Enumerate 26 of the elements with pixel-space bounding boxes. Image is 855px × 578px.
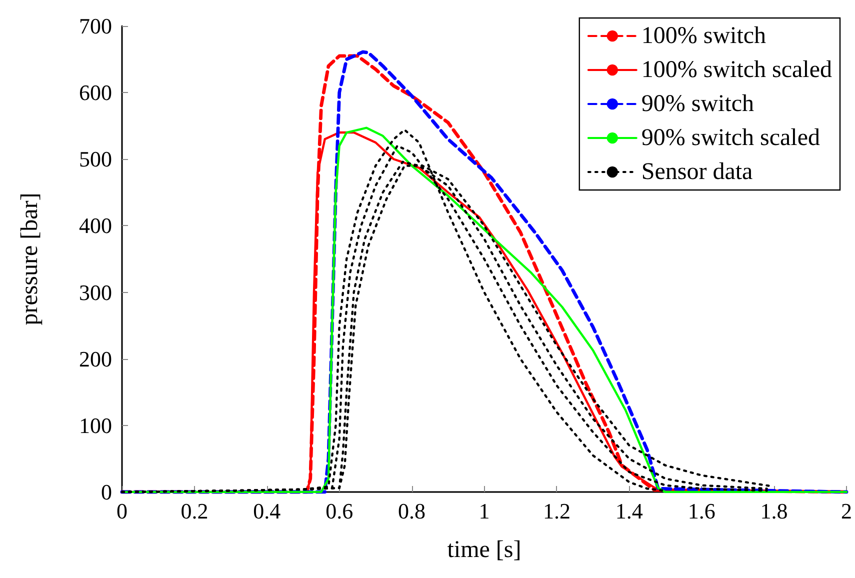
y-tick-label: 600 [79,80,112,106]
x-tick-label: 1.2 [542,498,570,524]
x-tick-label: 0.2 [180,498,208,524]
x-axis-title: time [s] [447,537,522,563]
y-tick-label: 700 [79,14,112,38]
y-tick-label: 300 [79,280,112,305]
x-tick-label: 1 [478,498,490,524]
x-tick-label: 0.6 [326,498,354,524]
y-axis-title: pressure [bar] [17,192,43,326]
x-tick-label: 2 [841,498,852,524]
y-tick-label: 100 [79,412,112,438]
x-tick-label: 0.4 [253,498,281,524]
x-tick-label: 0 [116,498,128,524]
x-tick-label: 0.8 [398,498,426,524]
legend-label: Sensor data [641,159,754,185]
legend-label: 90% switch scaled [641,125,820,151]
y-tick-label: 500 [79,146,112,172]
y-tick-label: 200 [79,346,112,372]
x-tick-label: 1.8 [760,498,788,524]
x-tick-label: 1.4 [615,498,643,524]
y-tick-label: 0 [101,480,112,504]
x-tick-label: 1.6 [688,498,716,524]
legend-label: 100% switch scaled [641,57,832,83]
legend-label: 100% switch [641,23,766,49]
legend-label: 90% switch [641,91,754,117]
y-tick-label: 400 [79,213,112,238]
